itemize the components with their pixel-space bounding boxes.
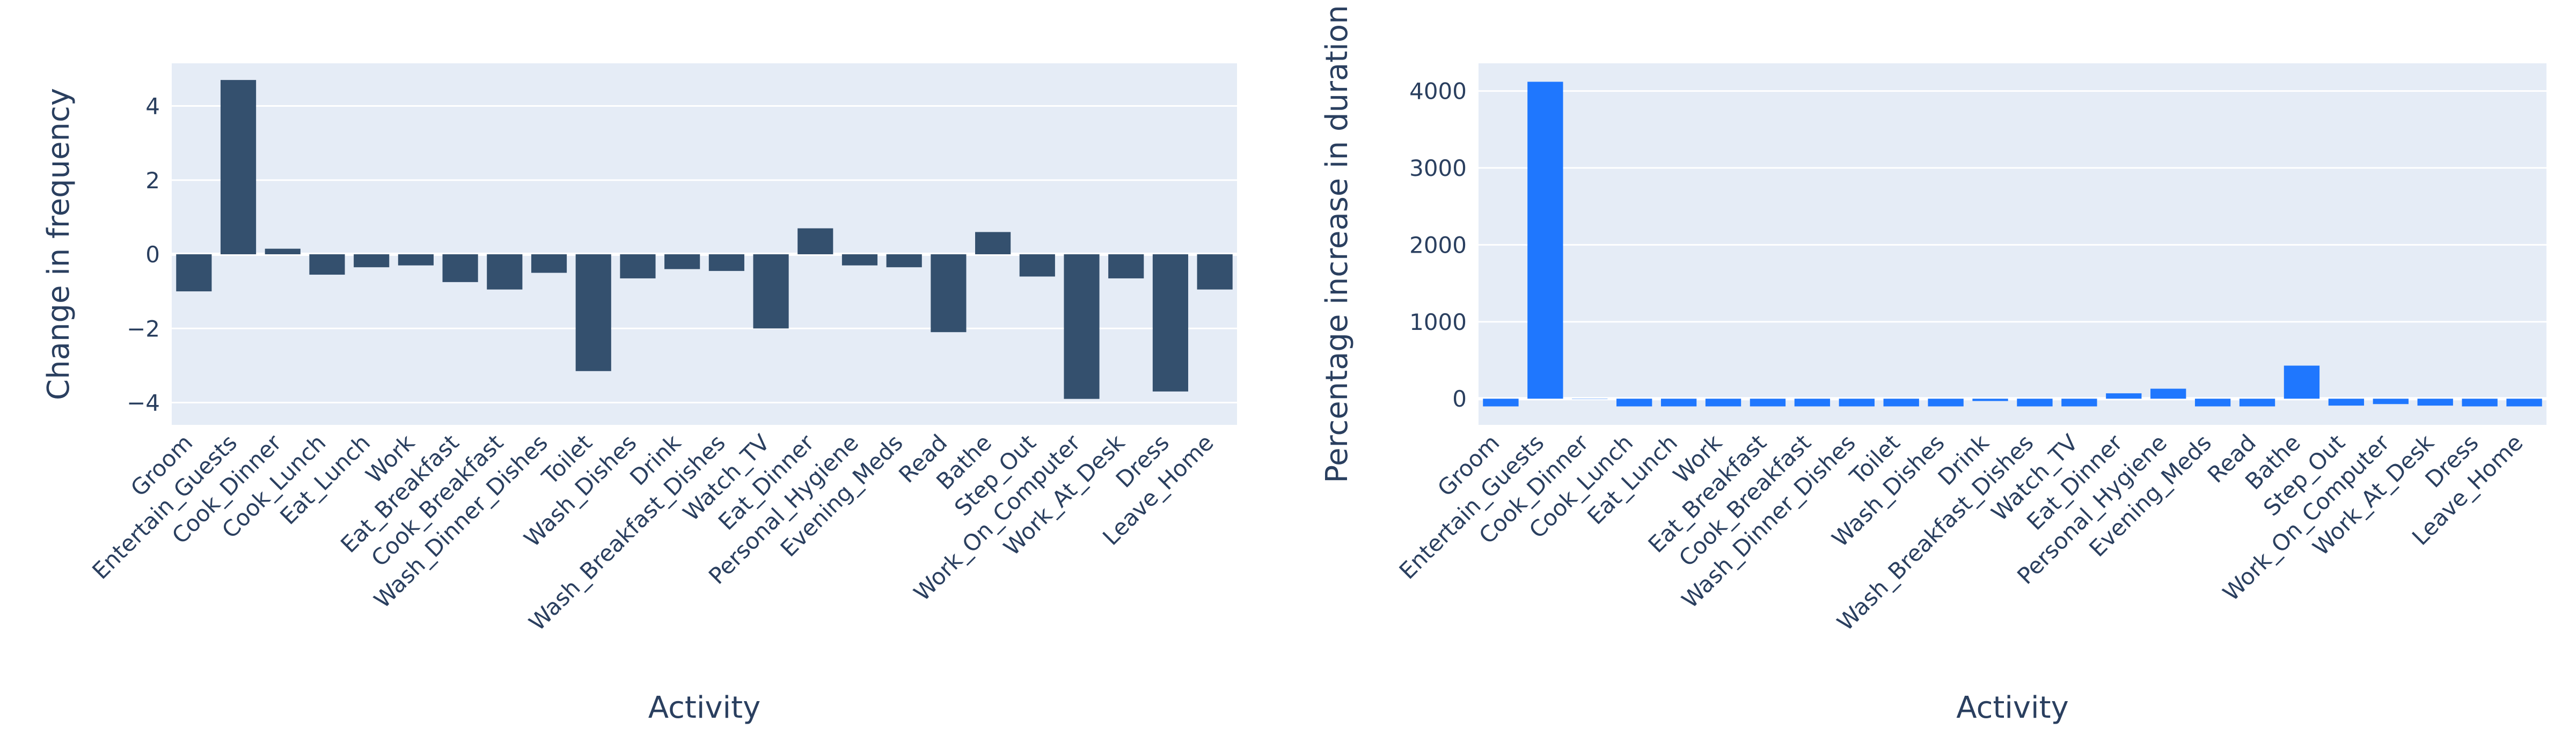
y-tick-label: 0	[1452, 386, 1467, 412]
bar	[1527, 82, 1563, 399]
bar	[708, 254, 744, 271]
bar	[2284, 365, 2320, 399]
bar	[1839, 399, 1875, 407]
bar	[2106, 393, 2142, 399]
bar	[265, 248, 301, 255]
bar	[2462, 399, 2498, 407]
bar	[2328, 399, 2365, 406]
bar	[841, 254, 878, 266]
bar	[1660, 399, 1697, 407]
plot-area	[172, 63, 1237, 425]
bar	[664, 254, 700, 269]
y-tick-label: 3000	[1409, 155, 1467, 181]
bar	[2061, 399, 2097, 407]
bar	[487, 254, 523, 290]
bar	[1152, 254, 1189, 392]
bar	[1616, 399, 1652, 407]
bar	[2239, 399, 2275, 407]
bar	[575, 254, 611, 371]
bar	[797, 228, 833, 255]
y-tick-label: 2	[145, 167, 160, 194]
bar	[1705, 399, 1741, 407]
bar	[398, 254, 434, 266]
bar	[176, 254, 212, 292]
bar	[2417, 399, 2453, 406]
bar	[2194, 399, 2231, 407]
bar	[1928, 399, 1964, 407]
y-tick-label: 1000	[1409, 309, 1467, 335]
bar	[1064, 254, 1100, 399]
bar	[620, 254, 656, 278]
bar	[442, 254, 478, 282]
y-tick-label: 2000	[1409, 232, 1467, 258]
bar	[1972, 399, 2008, 401]
bar	[1883, 399, 1919, 407]
y-axis-title: Change in frequency	[41, 88, 76, 400]
x-axis-title: Activity	[648, 690, 760, 725]
bar	[753, 254, 789, 329]
bar	[354, 254, 390, 268]
bar	[531, 254, 567, 273]
bar	[1108, 254, 1144, 278]
y-tick-label: 4	[145, 93, 160, 119]
y-tick-label: 0	[145, 241, 160, 268]
bar	[2017, 399, 2053, 407]
bar	[309, 254, 345, 275]
bar	[975, 232, 1011, 255]
bar	[1197, 254, 1233, 290]
bar	[2150, 388, 2186, 399]
bar	[220, 80, 257, 255]
bar	[2506, 399, 2542, 407]
bar	[1794, 399, 1831, 407]
y-tick-label: 4000	[1409, 78, 1467, 105]
bar	[2373, 399, 2409, 404]
y-tick-label: −2	[127, 315, 160, 342]
bar	[1750, 399, 1786, 407]
x-axis-title: Activity	[1956, 690, 2068, 725]
bar	[1483, 399, 1519, 407]
bar	[886, 254, 922, 268]
duration-increase-chart: 01000200030004000GroomEntertain_GuestsCo…	[1320, 5, 2546, 725]
y-axis-title: Percentage increase in duration	[1320, 5, 1355, 483]
bar	[1019, 254, 1055, 277]
frequency-change-chart: −4−2024GroomEntertain_GuestsCook_DinnerC…	[41, 63, 1237, 725]
bar	[931, 254, 967, 333]
y-tick-label: −4	[127, 390, 160, 416]
